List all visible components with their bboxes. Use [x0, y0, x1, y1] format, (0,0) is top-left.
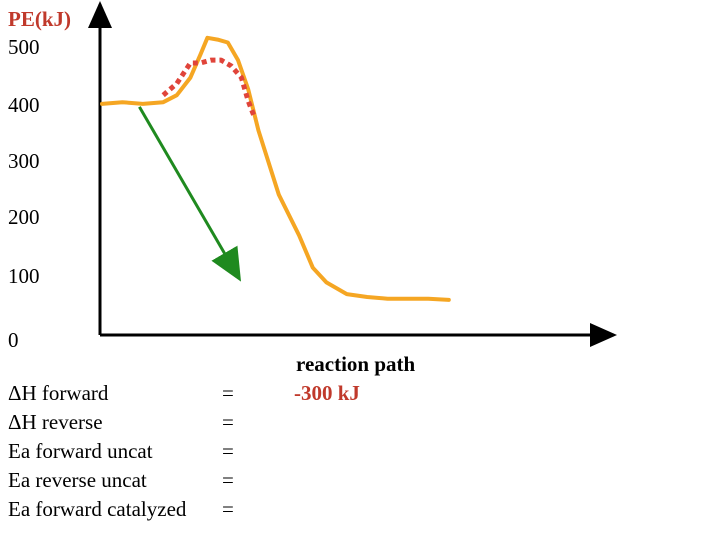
question-label: Ea forward uncat	[8, 439, 153, 463]
catalyzed-path-line	[161, 57, 258, 120]
y-tick-label-300: 300	[8, 149, 40, 173]
question-label: Ea reverse uncat	[8, 468, 147, 492]
equals-sign: =	[222, 381, 234, 405]
y-tick-label-400: 400	[8, 93, 40, 117]
equals-sign: =	[222, 497, 234, 521]
y-tick-label-0: 0	[8, 328, 19, 352]
equals-sign: =	[222, 468, 234, 492]
x-axis-label: reaction path	[296, 352, 416, 376]
equals-sign: =	[222, 410, 234, 434]
question-dh-reverse: ΔH reverse =	[8, 410, 248, 435]
answer-text: -300 kJ	[294, 381, 360, 405]
y-tick-label-100: 100	[8, 264, 40, 288]
question-label: ΔH forward	[8, 381, 109, 405]
equals-sign: =	[222, 439, 234, 463]
y-axis-label: PE(kJ)	[8, 7, 71, 31]
question-ea-reverse-uncat: Ea reverse uncat =	[8, 468, 248, 493]
delta-h-arrow	[138, 106, 242, 282]
y-tick-label-500: 500	[8, 35, 40, 59]
question-ea-forward-catalyzed: Ea forward catalyzed =	[8, 497, 248, 522]
question-dh-forward: ΔH forward =	[8, 381, 248, 406]
uncatalyzed-path-line	[100, 35, 451, 302]
question-label: ΔH reverse	[8, 410, 103, 434]
y-tick-label-200: 200	[8, 205, 40, 229]
question-ea-forward-uncat: Ea forward uncat =	[8, 439, 248, 464]
question-label: Ea forward catalyzed	[8, 497, 187, 521]
